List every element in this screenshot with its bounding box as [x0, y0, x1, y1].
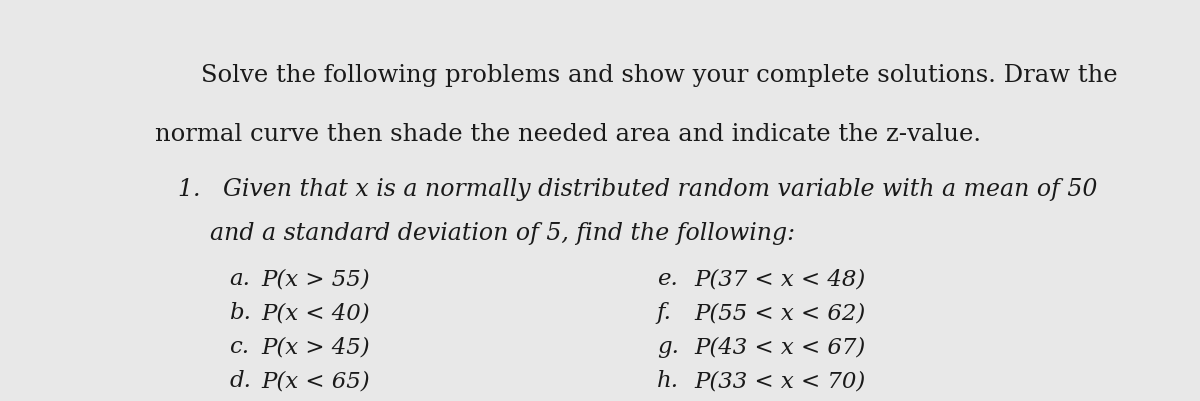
Text: P(x > 55): P(x > 55)	[262, 267, 371, 289]
Text: h.: h.	[656, 369, 679, 391]
Text: g.: g.	[656, 335, 679, 357]
Text: P(x > 45): P(x > 45)	[262, 335, 371, 357]
Text: P(37 < x < 48): P(37 < x < 48)	[694, 267, 865, 289]
Text: P(x < 65): P(x < 65)	[262, 369, 371, 391]
Text: d.: d.	[229, 369, 251, 391]
Text: e.: e.	[656, 267, 678, 289]
Text: b.: b.	[229, 301, 251, 323]
Text: and a standard deviation of 5, find the following:: and a standard deviation of 5, find the …	[210, 221, 796, 244]
Text: f.: f.	[656, 301, 672, 323]
Text: P(43 < x < 67): P(43 < x < 67)	[694, 335, 865, 357]
Text: normal curve then shade the needed area and indicate the z-value.: normal curve then shade the needed area …	[155, 122, 980, 145]
Text: a.: a.	[229, 267, 250, 289]
Text: c.: c.	[229, 335, 250, 357]
Text: P(x < 40): P(x < 40)	[262, 301, 371, 323]
Text: P(55 < x < 62): P(55 < x < 62)	[694, 301, 865, 323]
Text: P(33 < x < 70): P(33 < x < 70)	[694, 369, 865, 391]
Text: Solve the following problems and show your complete solutions. Draw the: Solve the following problems and show yo…	[202, 64, 1117, 87]
Text: 1.   Given that x is a normally distributed random variable with a mean of 50: 1. Given that x is a normally distribute…	[178, 178, 1097, 201]
